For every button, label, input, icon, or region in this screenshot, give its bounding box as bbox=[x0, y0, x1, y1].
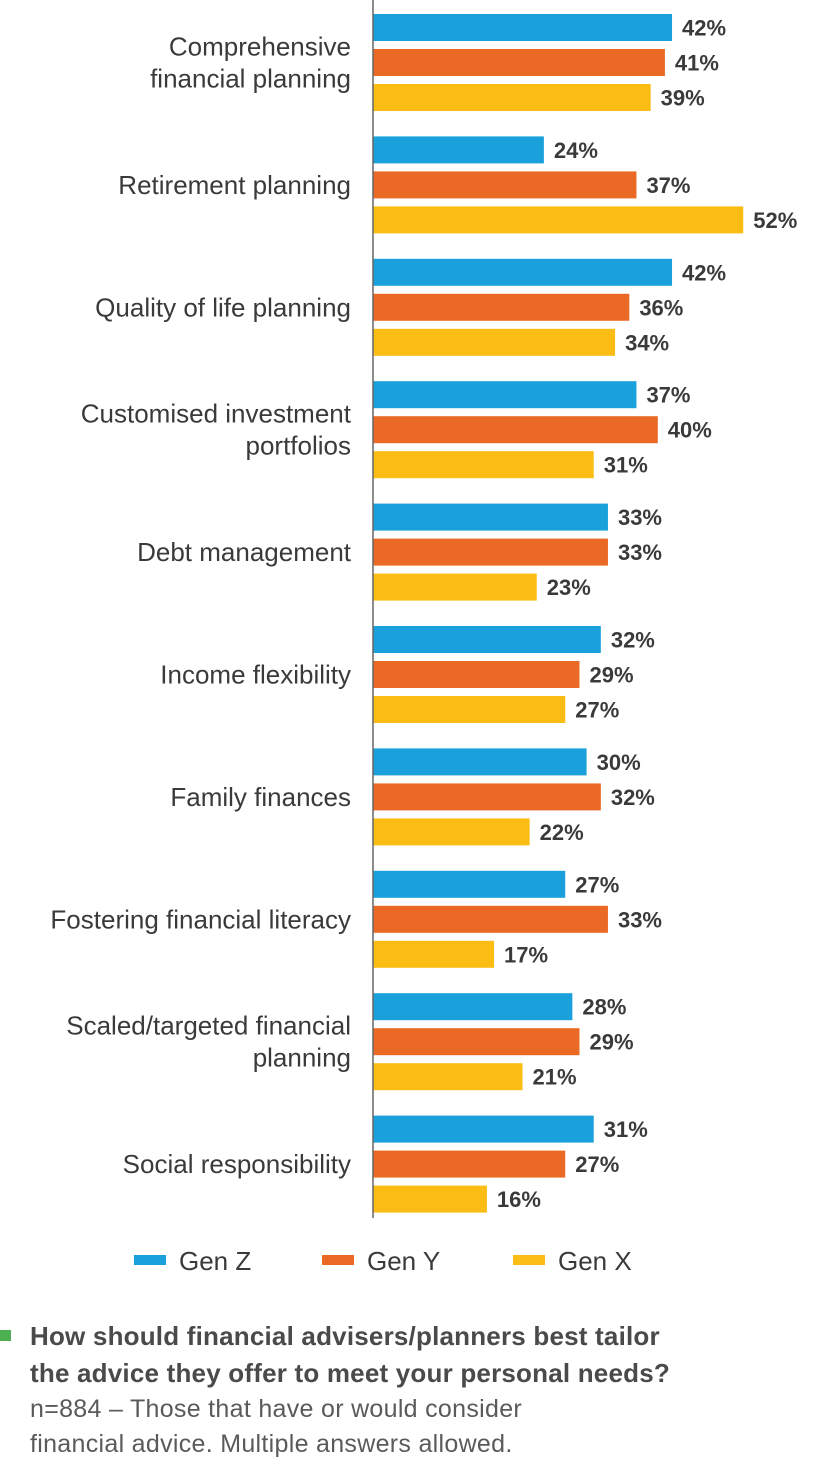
bar-gen-x-family-finances bbox=[373, 818, 530, 846]
value-label-gen-y-income-flexibility: 29% bbox=[589, 663, 633, 688]
value-label-gen-y-scaled-targeted-financial-planning: 29% bbox=[589, 1030, 633, 1055]
bar-gen-z-family-finances bbox=[373, 748, 587, 776]
value-label-gen-x-income-flexibility: 27% bbox=[575, 698, 619, 723]
value-label-gen-z-customised-investment-portfolios: 37% bbox=[646, 383, 690, 408]
legend-swatch-gen-z bbox=[134, 1255, 166, 1265]
bar-gen-z-quality-of-life-planning bbox=[373, 258, 673, 286]
bar-gen-y-family-finances bbox=[373, 783, 601, 811]
category-label-line: Social responsibility bbox=[123, 1149, 351, 1179]
bar-gen-x-comprehensive-financial-planning bbox=[373, 84, 651, 111]
question-line-1: How should financial advisers/planners b… bbox=[30, 1321, 660, 1351]
bar-gen-x-income-flexibility bbox=[373, 696, 566, 723]
value-label-gen-z-scaled-targeted-financial-planning: 28% bbox=[582, 995, 626, 1020]
category-label-line: Fostering financial literacy bbox=[50, 904, 351, 934]
bar-gen-x-retirement-planning bbox=[373, 206, 744, 234]
value-label-gen-y-retirement-planning: 37% bbox=[646, 173, 690, 198]
value-label-gen-y-family-finances: 32% bbox=[611, 785, 655, 810]
value-label-gen-y-quality-of-life-planning: 36% bbox=[639, 295, 683, 320]
bar-gen-z-retirement-planning bbox=[373, 136, 544, 164]
bar-gen-y-comprehensive-financial-planning bbox=[373, 49, 665, 76]
question-line-2: the advice they offer to meet your perso… bbox=[30, 1358, 670, 1388]
value-label-gen-x-fostering-financial-literacy: 17% bbox=[504, 942, 548, 967]
bar-gen-z-scaled-targeted-financial-planning bbox=[373, 993, 573, 1021]
legend-label-gen-x: Gen X bbox=[558, 1246, 632, 1276]
bar-gen-x-scaled-targeted-financial-planning bbox=[373, 1063, 523, 1091]
bar-gen-y-fostering-financial-literacy bbox=[373, 905, 608, 933]
note-line-2: financial advice. Multiple answers allow… bbox=[30, 1430, 513, 1458]
category-label-customised-investment-portfolios: Customised investment portfolios bbox=[81, 399, 352, 461]
bar-gen-y-retirement-planning bbox=[373, 171, 637, 199]
bar-gen-y-income-flexibility bbox=[373, 661, 580, 688]
bar-gen-z-income-flexibility bbox=[373, 626, 601, 653]
category-label-family-finances: Family finances bbox=[170, 782, 351, 812]
category-label-line: Income flexibility bbox=[160, 660, 351, 690]
bar-chart: Comprehensive financial planning 42% 41% 39%… bbox=[50, 0, 797, 1276]
value-label-gen-z-retirement-planning: 24% bbox=[554, 138, 598, 163]
category-label-retirement-planning: Retirement planning bbox=[118, 170, 351, 200]
bar-gen-y-customised-investment-portfolios bbox=[373, 416, 658, 444]
category-label-social-responsibility: Social responsibility bbox=[123, 1149, 351, 1179]
category-label-line: Comprehensive bbox=[169, 32, 351, 62]
bar-gen-x-customised-investment-portfolios bbox=[373, 451, 594, 479]
legend-label-gen-y: Gen Y bbox=[367, 1246, 440, 1276]
value-label-gen-x-debt-management: 23% bbox=[547, 575, 591, 600]
category-label-line: Retirement planning bbox=[118, 170, 351, 200]
bar-gen-z-comprehensive-financial-planning bbox=[373, 14, 673, 41]
category-label-comprehensive-financial-planning: Comprehensive financial planning bbox=[150, 32, 351, 94]
bar-gen-y-scaled-targeted-financial-planning bbox=[373, 1028, 580, 1056]
value-label-gen-x-comprehensive-financial-planning: 39% bbox=[661, 86, 705, 111]
legend: Gen Z Gen Y Gen X bbox=[134, 1246, 632, 1276]
value-label-gen-z-comprehensive-financial-planning: 42% bbox=[682, 16, 726, 41]
note-line-1: n=884 – Those that have or would conside… bbox=[30, 1395, 523, 1423]
category-label-quality-of-life-planning: Quality of life planning bbox=[95, 292, 351, 322]
bars-group bbox=[373, 14, 744, 1213]
value-label-gen-z-income-flexibility: 32% bbox=[611, 628, 655, 653]
value-label-gen-y-debt-management: 33% bbox=[618, 540, 662, 565]
category-label-fostering-financial-literacy: Fostering financial literacy bbox=[50, 904, 351, 934]
value-label-gen-x-family-finances: 22% bbox=[540, 820, 584, 845]
bar-gen-x-social-responsibility bbox=[373, 1185, 487, 1213]
legend-swatch-gen-x bbox=[513, 1255, 545, 1265]
value-label-gen-z-debt-management: 33% bbox=[618, 505, 662, 530]
category-label-income-flexibility: Income flexibility bbox=[160, 660, 351, 690]
value-label-gen-z-family-finances: 30% bbox=[597, 750, 641, 775]
category-label-line: planning bbox=[253, 1043, 351, 1073]
category-label-line: Scaled/targeted financial bbox=[66, 1011, 351, 1041]
value-label-gen-z-fostering-financial-literacy: 27% bbox=[575, 872, 619, 897]
value-label-gen-x-retirement-planning: 52% bbox=[753, 208, 797, 233]
category-label-line: financial planning bbox=[150, 64, 351, 94]
bar-gen-y-quality-of-life-planning bbox=[373, 293, 630, 321]
category-label-line: portfolios bbox=[246, 431, 352, 461]
bar-gen-z-debt-management bbox=[373, 503, 608, 531]
category-label-line: Quality of life planning bbox=[95, 292, 351, 322]
bar-gen-y-social-responsibility bbox=[373, 1150, 566, 1178]
category-label-line: Debt management bbox=[137, 537, 352, 567]
value-label-gen-x-customised-investment-portfolios: 31% bbox=[604, 453, 648, 478]
category-label-debt-management: Debt management bbox=[137, 537, 352, 567]
value-label-gen-x-scaled-targeted-financial-planning: 21% bbox=[533, 1065, 577, 1090]
value-label-gen-y-social-responsibility: 27% bbox=[575, 1152, 619, 1177]
bar-gen-z-customised-investment-portfolios bbox=[373, 381, 637, 409]
category-label-line: Family finances bbox=[170, 782, 351, 812]
value-label-gen-y-comprehensive-financial-planning: 41% bbox=[675, 51, 719, 76]
value-label-gen-x-quality-of-life-planning: 34% bbox=[625, 330, 669, 355]
bar-gen-z-fostering-financial-literacy bbox=[373, 870, 566, 898]
bullet-square-icon bbox=[0, 1330, 11, 1341]
legend-label-gen-z: Gen Z bbox=[179, 1246, 251, 1276]
bar-gen-x-quality-of-life-planning bbox=[373, 328, 616, 356]
value-label-gen-z-quality-of-life-planning: 42% bbox=[682, 260, 726, 285]
value-label-gen-y-fostering-financial-literacy: 33% bbox=[618, 907, 662, 932]
category-label-line: Customised investment bbox=[81, 399, 352, 429]
bar-gen-z-social-responsibility bbox=[373, 1115, 594, 1143]
labels-group: Comprehensive financial planning 42% 41% 39%… bbox=[50, 16, 797, 1213]
footer: How should financial advisers/planners b… bbox=[0, 1318, 800, 1462]
bar-gen-x-fostering-financial-literacy bbox=[373, 940, 495, 968]
value-label-gen-z-social-responsibility: 31% bbox=[604, 1117, 648, 1142]
value-label-gen-x-social-responsibility: 16% bbox=[497, 1187, 541, 1212]
bar-gen-y-debt-management bbox=[373, 538, 608, 566]
legend-swatch-gen-y bbox=[322, 1255, 354, 1265]
bar-gen-x-debt-management bbox=[373, 573, 537, 601]
value-label-gen-y-customised-investment-portfolios: 40% bbox=[668, 418, 712, 443]
category-label-scaled-targeted-financial-planning: Scaled/targeted financial planning bbox=[66, 1011, 351, 1073]
